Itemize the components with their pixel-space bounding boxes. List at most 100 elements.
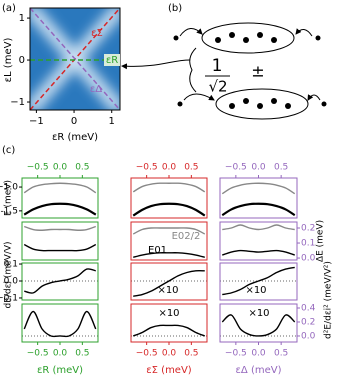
curve bbox=[132, 202, 206, 217]
dots bbox=[173, 32, 327, 109]
x-tick-label: 0.0 bbox=[53, 349, 68, 359]
curve bbox=[132, 227, 206, 235]
dot bbox=[229, 32, 235, 38]
y-tick-label: 0.0 bbox=[301, 254, 316, 264]
line-label: εΔ bbox=[90, 84, 102, 95]
x-tick-label: −1 bbox=[29, 116, 44, 127]
line-label: εΣ bbox=[91, 28, 103, 39]
curve bbox=[132, 182, 206, 193]
curve bbox=[221, 314, 296, 337]
y-tick-label: −1 bbox=[10, 97, 25, 108]
y-axis-label: εL (meV) bbox=[3, 38, 14, 83]
dot bbox=[215, 37, 221, 43]
x-tick-label: 0.5 bbox=[274, 349, 288, 359]
dot bbox=[257, 32, 263, 38]
annotation: ×10 bbox=[245, 285, 266, 296]
curve bbox=[222, 249, 295, 256]
axes-frame bbox=[130, 221, 208, 261]
x-tick-label: −0.5 bbox=[27, 163, 49, 173]
annotation: ×10 bbox=[248, 308, 269, 319]
numerator: 1 bbox=[212, 56, 223, 76]
hop-arrow bbox=[307, 94, 321, 101]
axes-frame bbox=[219, 262, 298, 301]
annotation: E02/2 bbox=[172, 231, 201, 242]
curve bbox=[221, 202, 296, 217]
y-tick-label: 0.0 bbox=[301, 331, 316, 341]
curve bbox=[221, 182, 296, 195]
curve bbox=[222, 224, 295, 231]
x-tick-label: 0.5 bbox=[274, 163, 288, 173]
curve bbox=[133, 252, 205, 258]
diagram bbox=[121, 22, 321, 120]
ellipse bbox=[201, 22, 295, 54]
delta-line bbox=[30, 8, 120, 110]
curve bbox=[133, 269, 205, 297]
dot bbox=[257, 103, 263, 109]
x-tick-label: −0.5 bbox=[136, 163, 158, 173]
dot bbox=[315, 35, 321, 41]
y-axis-label: ΔE (meV) bbox=[316, 220, 326, 262]
x-axis-label: εΣ (meV) bbox=[146, 365, 192, 376]
y-tick-label: 0.2 bbox=[301, 224, 315, 234]
dot bbox=[321, 101, 327, 107]
x-tick-label: 0.5 bbox=[184, 163, 198, 173]
dot bbox=[243, 98, 249, 104]
y-tick-label: 1 bbox=[19, 13, 25, 24]
denominator: √2 bbox=[208, 78, 227, 96]
x-tick-label: 0 bbox=[71, 116, 77, 127]
axes-frame bbox=[21, 262, 99, 301]
y-tick-label: 0.4 bbox=[301, 303, 316, 313]
ellipse bbox=[215, 88, 309, 120]
x-tick-label: 0.5 bbox=[75, 163, 89, 173]
x-tick-label: 0.0 bbox=[162, 163, 177, 173]
curve bbox=[222, 266, 295, 296]
dot bbox=[229, 103, 235, 109]
x-tick-label: −0.5 bbox=[136, 349, 158, 359]
y-tick-label: -1.5 bbox=[0, 206, 18, 216]
annotation: ×10 bbox=[157, 285, 178, 296]
axes-frame bbox=[21, 221, 99, 261]
axes-frame bbox=[219, 221, 298, 261]
x-axis-label: εR (meV) bbox=[37, 365, 83, 376]
line-label: εR bbox=[106, 55, 118, 66]
annotation: ×10 bbox=[158, 308, 179, 319]
x-tick-label: 0.0 bbox=[162, 349, 177, 359]
x-tick-label: 1 bbox=[109, 116, 115, 127]
y-axis-label: dE/dεi (meV/V) bbox=[4, 241, 14, 308]
dot bbox=[177, 101, 183, 107]
x-tick-label: −0.5 bbox=[225, 163, 247, 173]
x-tick-label: 0.5 bbox=[75, 349, 89, 359]
y-tick-label: 0.0 bbox=[4, 276, 19, 286]
y-tick-label: −1.0 bbox=[0, 183, 18, 193]
y-tick-label: 0.1 bbox=[4, 260, 18, 270]
axes-frame bbox=[130, 177, 208, 219]
curve bbox=[23, 310, 97, 338]
axes-frame bbox=[130, 262, 208, 301]
dot bbox=[173, 35, 179, 41]
dot bbox=[243, 37, 249, 43]
brace bbox=[189, 47, 197, 93]
axes-frame bbox=[21, 177, 99, 219]
label-box bbox=[104, 54, 120, 66]
x-tick-label: 0.0 bbox=[53, 163, 68, 173]
axes-frame bbox=[219, 177, 298, 219]
x-axis-label: εR (meV) bbox=[52, 132, 98, 143]
y-tick-label: 0.1 bbox=[301, 239, 315, 249]
panel-label: (a) bbox=[2, 3, 16, 14]
y-tick-label: 0.2 bbox=[301, 317, 315, 327]
dot bbox=[271, 98, 277, 104]
x-tick-label: 0.0 bbox=[251, 163, 266, 173]
y-axis-label: E (meV) bbox=[4, 180, 14, 216]
hop-arrow bbox=[179, 28, 203, 37]
annotation: E01 bbox=[148, 245, 167, 256]
y-tick-label: 0 bbox=[19, 55, 25, 66]
dot bbox=[285, 103, 291, 109]
y-axis-label: d²E/dεi² (meV/V²) bbox=[324, 261, 334, 339]
x-tick-label: 0.5 bbox=[184, 349, 198, 359]
panel-label: (b) bbox=[168, 3, 182, 14]
x-tick-label: −0.5 bbox=[225, 349, 247, 359]
hop-arrow bbox=[183, 93, 215, 101]
panel-label: (c) bbox=[2, 145, 15, 156]
x-tick-label: 0.0 bbox=[251, 349, 266, 359]
y-tick-label: −0.1 bbox=[0, 293, 18, 303]
